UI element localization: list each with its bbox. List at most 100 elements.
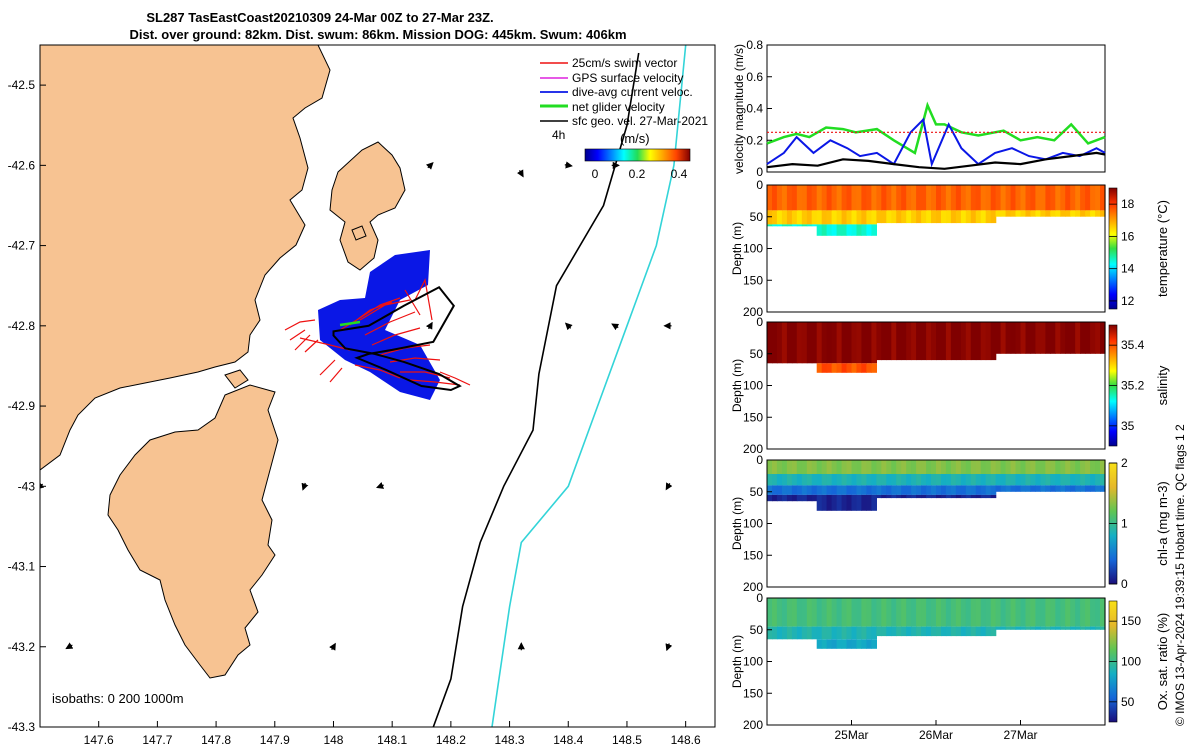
map-y-tick-label-0: -42.5 bbox=[8, 78, 36, 92]
temperature-cell bbox=[806, 210, 813, 225]
salinity-cell bbox=[980, 322, 987, 361]
oxygen-cell bbox=[950, 598, 957, 627]
chla-cell bbox=[1090, 474, 1096, 486]
oxygen-cell bbox=[871, 639, 877, 649]
salinity-cell bbox=[871, 363, 877, 373]
chla-cell bbox=[791, 494, 798, 502]
temperature-cell bbox=[781, 185, 788, 211]
temperature-cell bbox=[841, 210, 848, 225]
chla-cell bbox=[1055, 460, 1061, 474]
chla-cell bbox=[955, 460, 962, 474]
map-frame bbox=[39, 44, 716, 728]
temperature-cell bbox=[1005, 185, 1012, 211]
salinity-cell bbox=[1020, 322, 1027, 354]
temperature-cell bbox=[881, 185, 887, 211]
salinity-cell bbox=[801, 322, 808, 364]
map-x-tick-label-6: 148.2 bbox=[436, 733, 466, 747]
salinity-cell bbox=[911, 322, 917, 361]
temperature-cell bbox=[846, 224, 853, 236]
temperature-y-tick-label-0: 0 bbox=[756, 178, 763, 192]
salinity-cell bbox=[836, 363, 843, 373]
temperature-cell bbox=[995, 185, 1002, 211]
chla-cell bbox=[931, 485, 937, 495]
chla-cell bbox=[1025, 474, 1032, 486]
map-y-tick-label-7: -43.2 bbox=[8, 640, 36, 654]
temperature-cell bbox=[1025, 185, 1032, 211]
salinity-cell bbox=[866, 363, 872, 373]
oxygen-cell bbox=[851, 598, 858, 627]
chla-cell bbox=[1090, 460, 1096, 474]
temperature-cell bbox=[801, 185, 808, 211]
temperature-cell bbox=[801, 210, 808, 225]
salinity-cell bbox=[965, 322, 972, 361]
oxygen-cell bbox=[970, 598, 977, 627]
chla-cell bbox=[936, 474, 942, 486]
temperature-cell bbox=[776, 210, 783, 225]
chla-cell bbox=[866, 460, 872, 474]
net-velocity-marker bbox=[339, 320, 361, 327]
oxygen-y-tick-label-2: 100 bbox=[743, 655, 763, 669]
temperature-cell bbox=[891, 185, 897, 211]
oxygen-cell bbox=[985, 626, 992, 637]
temperature-cell bbox=[856, 185, 863, 211]
oxygen-cell bbox=[776, 598, 783, 627]
chla-cell bbox=[806, 460, 813, 474]
chla-cell bbox=[1015, 485, 1022, 492]
chla-cell bbox=[901, 474, 907, 486]
geo-vector-arrow-11 bbox=[665, 482, 673, 491]
temperature-cell bbox=[836, 210, 843, 225]
chla-cell bbox=[941, 494, 947, 499]
chla-cell bbox=[975, 474, 982, 486]
salinity-y-tick-label-1: 50 bbox=[750, 347, 764, 361]
oxygen-cell bbox=[1010, 598, 1017, 627]
oxygen-cell bbox=[1020, 626, 1027, 630]
salinity-cell bbox=[846, 322, 853, 364]
map-x-tick-label-7: 148.3 bbox=[495, 733, 525, 747]
chla-cell bbox=[960, 485, 967, 495]
temperature-cell bbox=[772, 185, 778, 211]
salinity-cell bbox=[1040, 322, 1046, 354]
temperature-cell bbox=[781, 224, 788, 227]
oxygen-cell bbox=[841, 626, 848, 640]
chla-cell bbox=[926, 485, 932, 495]
land-tasman-peninsula bbox=[107, 384, 279, 679]
salinity-cell bbox=[1065, 322, 1071, 354]
temperature-cell bbox=[861, 224, 867, 236]
oxygen-cell bbox=[1010, 626, 1017, 630]
salinity-cell bbox=[806, 322, 813, 364]
temperature-cell bbox=[821, 185, 828, 211]
oxygen-cell bbox=[861, 626, 867, 640]
temperature-cell bbox=[811, 210, 818, 225]
salinity-ylabel: Depth (m) bbox=[730, 359, 744, 412]
geo-vector-arrow-8 bbox=[40, 481, 45, 490]
oxygen-cell bbox=[1065, 626, 1071, 630]
temperature-cbar-tick-label-0: 12 bbox=[1121, 294, 1135, 308]
temperature-cell bbox=[1075, 210, 1081, 217]
oxygen-cell bbox=[926, 626, 932, 637]
temperature-cell bbox=[941, 210, 947, 224]
temperature-cell bbox=[1055, 185, 1061, 211]
chla-cell bbox=[1095, 485, 1101, 492]
chla-cell bbox=[871, 474, 877, 486]
oxygen-cell bbox=[916, 626, 922, 637]
colorbar-unit-label: (m/s) bbox=[620, 131, 650, 146]
oxygen-cell bbox=[1050, 626, 1056, 630]
temperature-cell bbox=[776, 224, 783, 227]
temperature-cell bbox=[811, 224, 818, 227]
oxygen-cell bbox=[980, 626, 987, 637]
temperature-cell bbox=[1005, 210, 1012, 217]
temperature-cell bbox=[965, 210, 972, 224]
chla-cell bbox=[965, 460, 972, 474]
salinity-cell bbox=[1005, 322, 1012, 354]
temperature-cell bbox=[1095, 185, 1101, 211]
chla-y-tick-label-2: 100 bbox=[743, 517, 763, 531]
temperature-colorbar-label: temperature (°C) bbox=[1155, 200, 1170, 297]
chla-cell bbox=[866, 474, 872, 486]
oxygen-cell bbox=[906, 598, 912, 627]
salinity-cell bbox=[1010, 322, 1017, 354]
velocity-y-tick-label-3: 0.6 bbox=[746, 70, 763, 84]
salinity-cell bbox=[941, 322, 947, 361]
chla-cell bbox=[876, 460, 882, 474]
oxygen-cell bbox=[856, 626, 863, 640]
